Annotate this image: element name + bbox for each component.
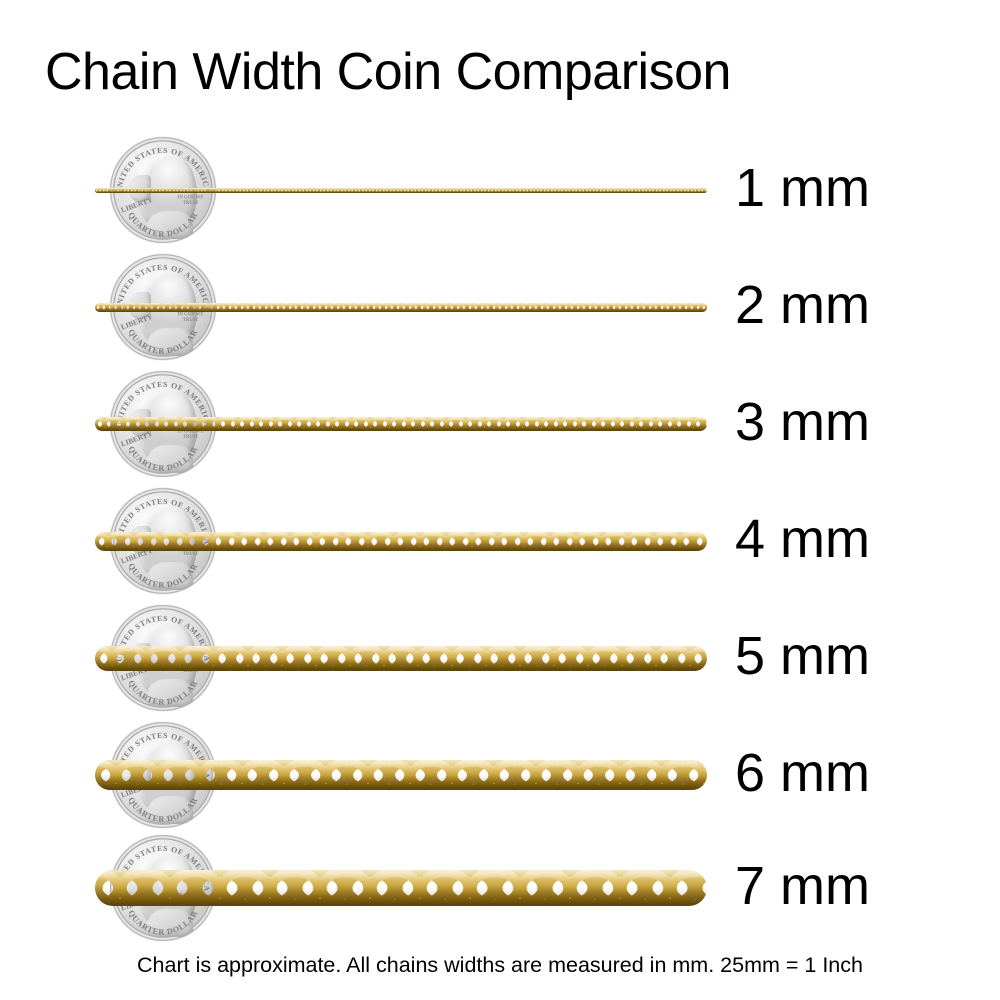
chain-strand (95, 870, 707, 906)
size-label-6mm: 6 mm (735, 743, 870, 803)
chain-sheen (95, 302, 707, 312)
chain-sheen (95, 870, 707, 906)
coin-bust-neck (146, 328, 193, 356)
size-label-1mm: 1 mm (735, 158, 870, 218)
size-label-5mm: 5 mm (735, 626, 870, 686)
page-title: Chain Width Coin Comparison (45, 43, 731, 101)
chain-sheen (95, 187, 707, 193)
chain-strand (95, 531, 707, 551)
coin-bust-neck (146, 211, 193, 239)
chain-strand (95, 302, 707, 312)
size-label-3mm: 3 mm (735, 392, 870, 452)
chain-strand (95, 645, 707, 671)
chain-sheen (95, 760, 707, 790)
chain-strand (95, 187, 707, 193)
chain-sheen (95, 417, 707, 431)
chain-sheen (95, 531, 707, 551)
coin-bust-neck (146, 909, 193, 937)
coin-bust-neck (146, 562, 193, 590)
coin-bust-neck (146, 679, 193, 707)
size-label-4mm: 4 mm (735, 509, 870, 569)
chain-strand (95, 417, 707, 431)
footer-note: Chart is approximate. All chains widths … (137, 953, 863, 977)
chain-strand (95, 760, 707, 790)
coin-bust-neck (146, 445, 193, 473)
coin-bust-neck (146, 796, 193, 824)
size-label-7mm: 7 mm (735, 856, 870, 916)
size-label-2mm: 2 mm (735, 275, 870, 335)
chain-sheen (95, 645, 707, 671)
